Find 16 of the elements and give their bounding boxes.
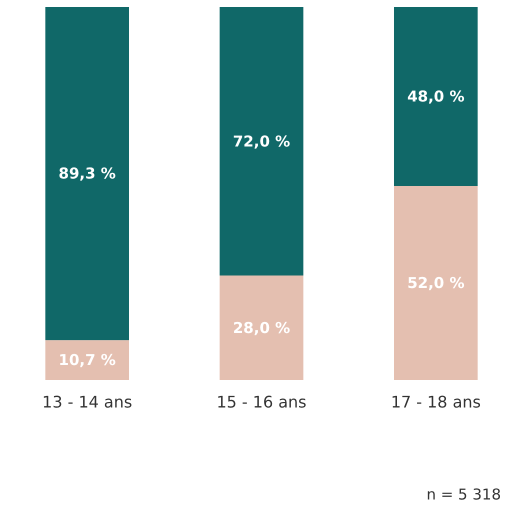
data-label: 28,0 % bbox=[232, 318, 290, 337]
bar bbox=[394, 186, 478, 380]
bar bbox=[45, 7, 130, 340]
data-label: 10,7 % bbox=[58, 351, 116, 370]
x-tick-label: 13 - 14 ans bbox=[42, 392, 132, 412]
bar bbox=[220, 7, 304, 276]
data-label: 52,0 % bbox=[407, 274, 464, 292]
bar bbox=[45, 340, 130, 380]
x-tick-label: 17 - 18 ans bbox=[390, 392, 481, 412]
data-label: 89,3 % bbox=[58, 164, 116, 183]
data-label: 48,0 % bbox=[407, 88, 464, 106]
bar bbox=[394, 7, 478, 186]
bar bbox=[220, 276, 304, 380]
data-label: 72,0 % bbox=[232, 132, 290, 150]
text: n = 5 318 bbox=[426, 486, 502, 504]
x-tick-label: 15 - 16 ans bbox=[216, 392, 307, 412]
